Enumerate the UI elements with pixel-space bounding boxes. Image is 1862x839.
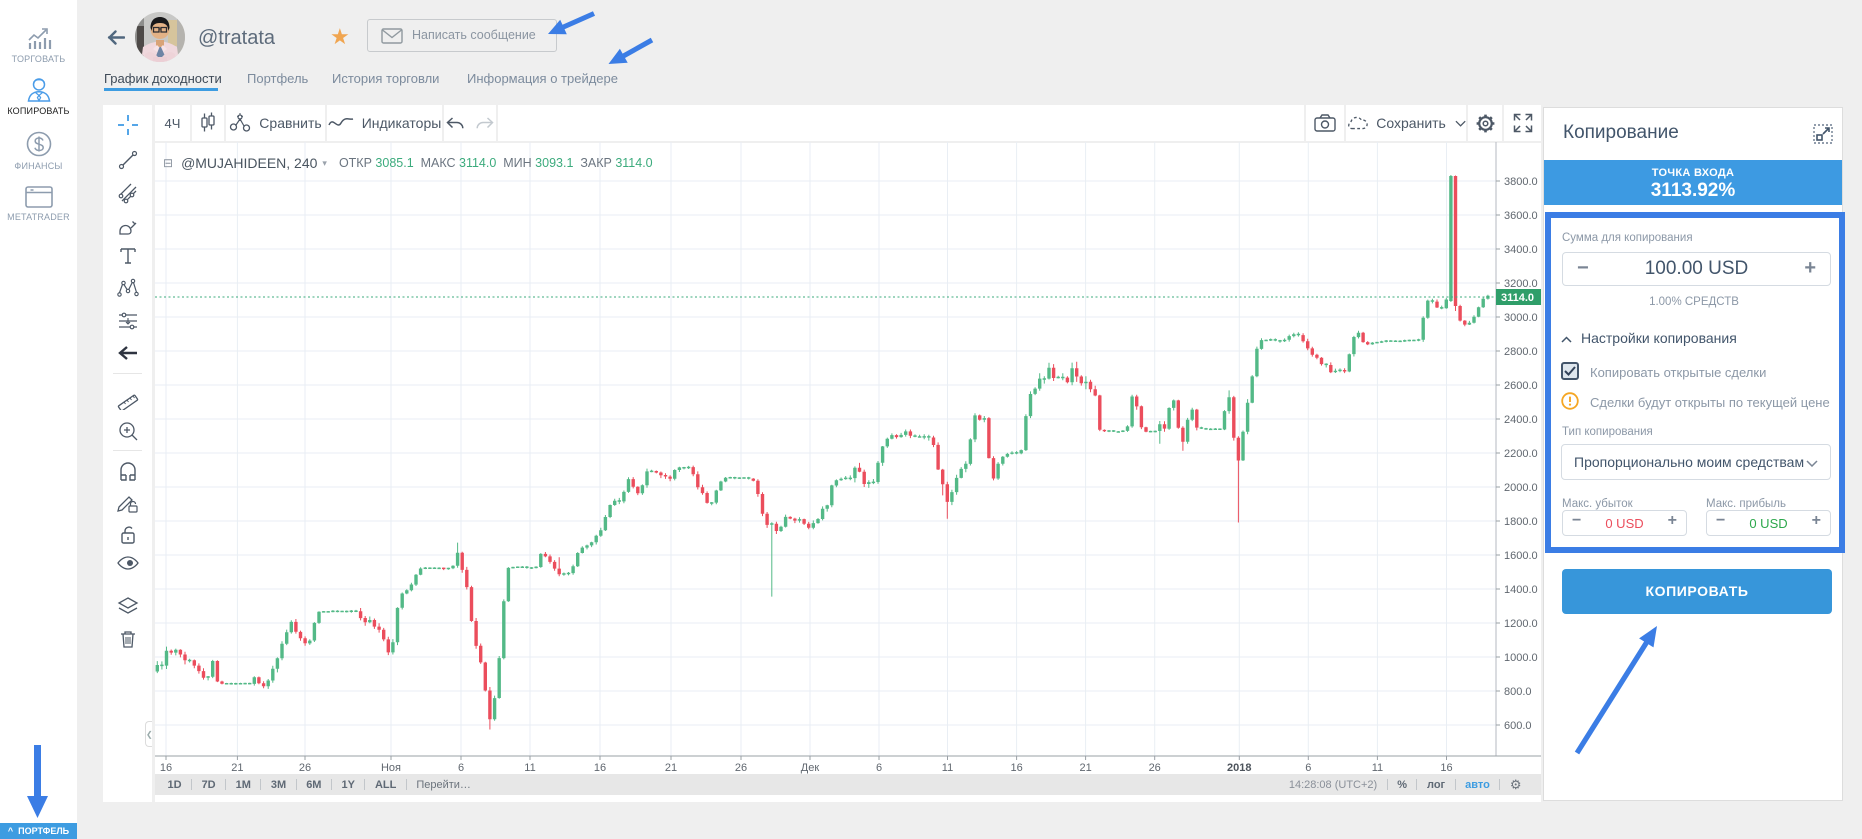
svg-text:1800.0: 1800.0 (1504, 516, 1538, 528)
svg-text:11: 11 (942, 762, 953, 774)
svg-text:16: 16 (1440, 762, 1452, 774)
svg-text:21: 21 (1079, 762, 1091, 774)
svg-text:16: 16 (594, 762, 606, 774)
svg-text:1400.0: 1400.0 (1504, 584, 1538, 596)
svg-text:2400.0: 2400.0 (1504, 414, 1538, 426)
svg-text:16: 16 (160, 762, 172, 774)
svg-text:6: 6 (458, 762, 464, 774)
svg-text:26: 26 (735, 762, 747, 774)
svg-text:1600.0: 1600.0 (1504, 550, 1538, 562)
svg-text:3800.0: 3800.0 (1504, 176, 1538, 188)
svg-text:2018: 2018 (1227, 762, 1251, 774)
svg-text:800.0: 800.0 (1504, 686, 1532, 698)
svg-text:2200.0: 2200.0 (1504, 448, 1538, 460)
svg-text:6: 6 (1305, 762, 1311, 774)
svg-text:6: 6 (876, 762, 882, 774)
svg-text:3400.0: 3400.0 (1504, 244, 1538, 256)
svg-text:3114.0: 3114.0 (1501, 292, 1534, 304)
svg-text:16: 16 (1010, 762, 1022, 774)
svg-text:Дек: Дек (801, 762, 820, 774)
svg-text:3200.0: 3200.0 (1504, 278, 1538, 290)
svg-text:Ноя: Ноя (381, 762, 401, 774)
svg-text:21: 21 (231, 762, 243, 774)
svg-text:3600.0: 3600.0 (1504, 210, 1538, 222)
svg-text:2000.0: 2000.0 (1504, 482, 1538, 494)
svg-text:1000.0: 1000.0 (1504, 652, 1538, 664)
svg-text:11: 11 (524, 762, 535, 774)
svg-text:600.0: 600.0 (1504, 720, 1532, 732)
svg-text:26: 26 (299, 762, 311, 774)
svg-text:26: 26 (1149, 762, 1161, 774)
svg-text:2800.0: 2800.0 (1504, 346, 1538, 358)
svg-text:2600.0: 2600.0 (1504, 380, 1538, 392)
svg-text:21: 21 (665, 762, 677, 774)
svg-text:3000.0: 3000.0 (1504, 312, 1538, 324)
svg-text:11: 11 (1372, 762, 1383, 774)
svg-text:1200.0: 1200.0 (1504, 618, 1538, 630)
